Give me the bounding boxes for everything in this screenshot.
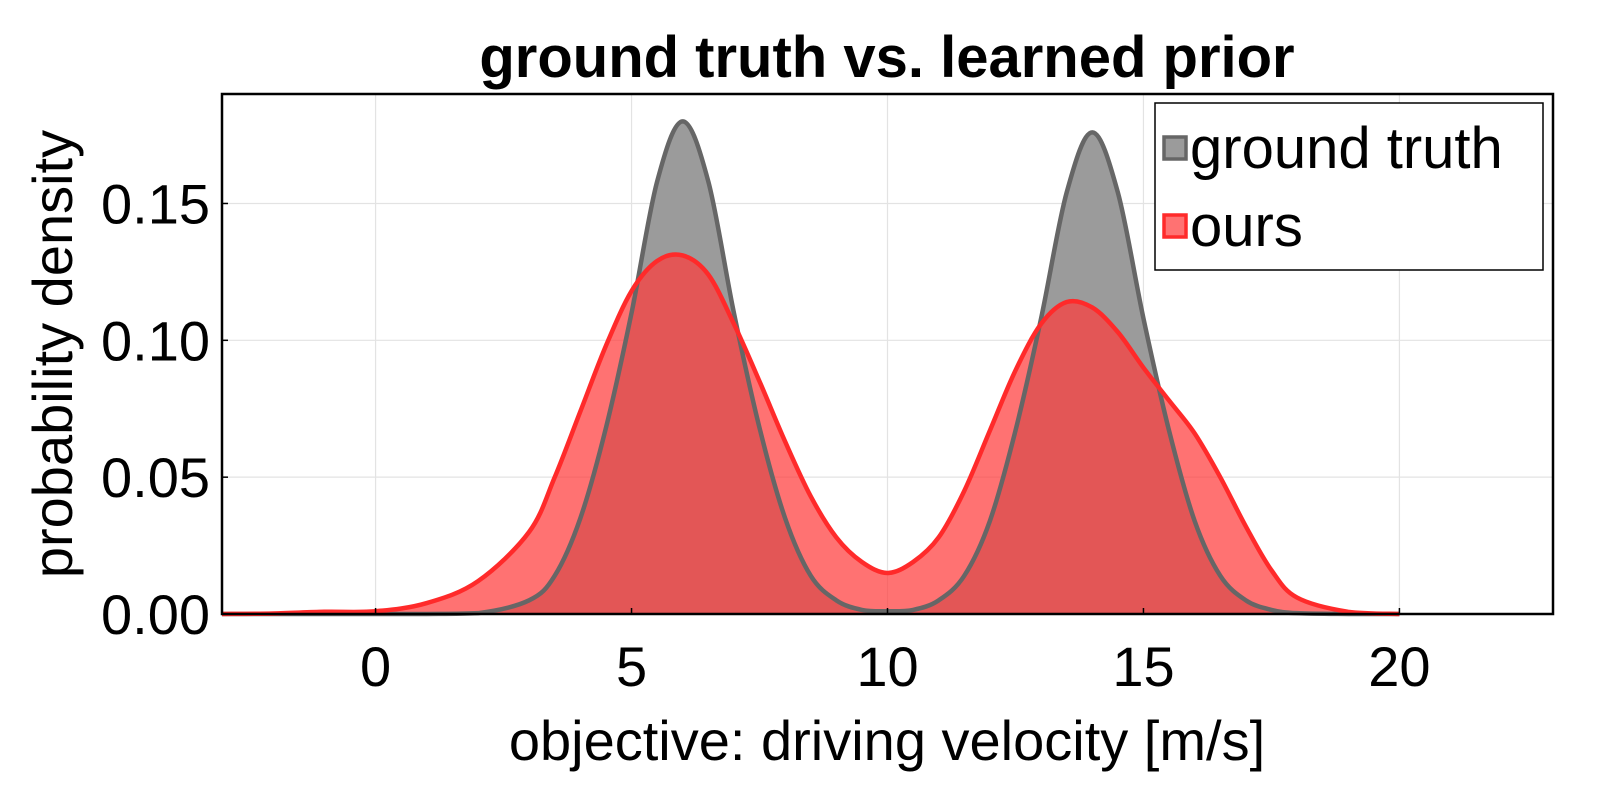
line-ground-truth	[221, 119, 1400, 617]
y-tick-label: 0.10	[101, 309, 210, 372]
x-tick-label: 10	[856, 635, 918, 698]
legend-box	[1154, 102, 1544, 271]
x-tick-label: 5	[616, 635, 647, 698]
x-axis-label: objective: driving velocity [m/s]	[509, 709, 1265, 772]
x-tick-label: 0	[360, 635, 391, 698]
area-ours	[222, 254, 1400, 614]
y-tick-label: 0.05	[101, 446, 210, 509]
y-axis-ticks: 0.00 0.05 0.10 0.15	[101, 172, 228, 646]
legend-label-ours: ours	[1190, 194, 1303, 259]
x-tick-label: 20	[1368, 635, 1430, 698]
y-axis-label: probability density	[21, 130, 84, 578]
series-lines	[221, 119, 1400, 617]
legend-swatch-ours	[1162, 213, 1188, 239]
legend-label-ground-truth: ground truth	[1190, 116, 1503, 181]
y-tick-label: 0.15	[101, 172, 210, 235]
y-tick-label: 0.00	[101, 583, 210, 646]
series-areas	[222, 121, 1400, 615]
legend-swatch-ground-truth	[1162, 135, 1188, 161]
chart-title: ground truth vs. learned prior	[479, 25, 1294, 90]
line-ours	[221, 252, 1400, 617]
x-tick-label: 15	[1112, 635, 1174, 698]
x-axis-ticks: 0 5 10 15 20	[360, 608, 1431, 698]
legend: ground truth ours	[1154, 102, 1544, 271]
